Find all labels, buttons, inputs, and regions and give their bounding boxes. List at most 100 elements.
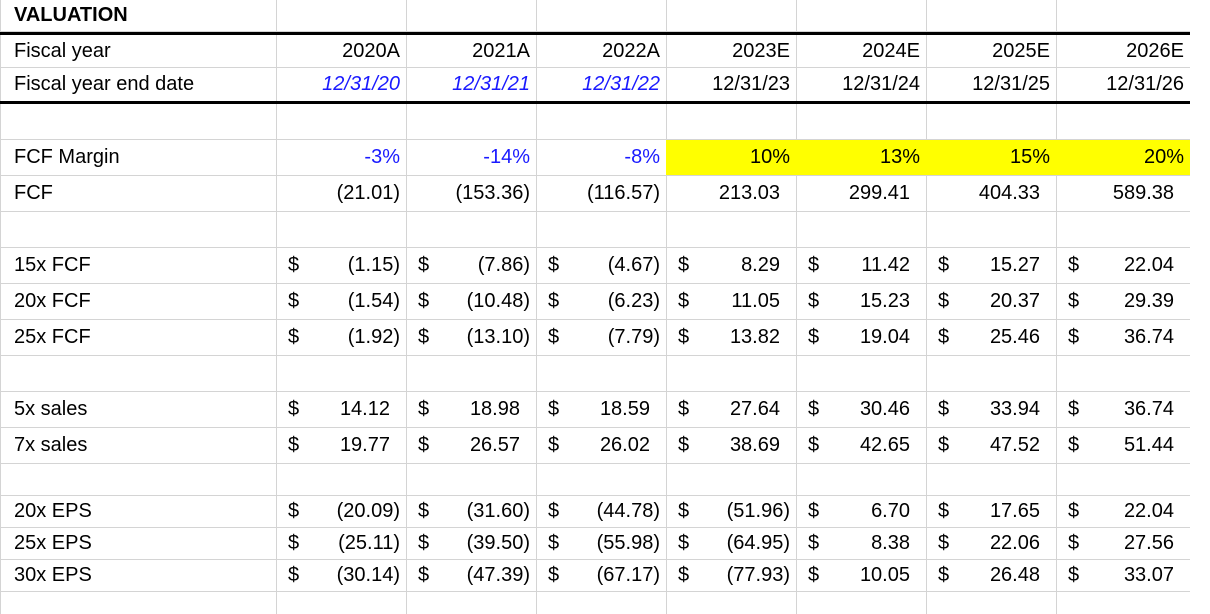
- end-date-cell[interactable]: 12/31/25: [972, 73, 1050, 95]
- end-date-cell[interactable]: 12/31/23: [712, 73, 790, 95]
- fcf-margin-cell-highlighted[interactable]: 13%: [796, 140, 926, 175]
- fcf-cell[interactable]: (21.01): [336, 182, 400, 204]
- sales-multiple-cell[interactable]: $26.02: [536, 428, 666, 463]
- fiscal-year-cell[interactable]: 2023E: [732, 39, 790, 62]
- fiscal-year-cell[interactable]: 2022A: [602, 39, 660, 62]
- currency-symbol: $: [548, 532, 560, 554]
- eps-multiple-cell[interactable]: $ (25.11): [276, 528, 406, 559]
- end-date-cell[interactable]: 12/31/26: [1106, 73, 1184, 95]
- fcf-multiple-cell[interactable]: $25.46: [926, 320, 1056, 355]
- fiscal-year-cell[interactable]: 2025E: [992, 39, 1050, 62]
- sales-multiple-cell[interactable]: $42.65: [796, 428, 926, 463]
- sales-multiple-cell[interactable]: $18.98: [406, 392, 536, 427]
- fcf-cell[interactable]: (153.36): [455, 182, 531, 204]
- sales-multiple-cell[interactable]: $38.69: [666, 428, 796, 463]
- eps-multiple-cell[interactable]: $ (51.96): [666, 496, 796, 527]
- eps-multiple-cell[interactable]: $ (67.17): [536, 560, 666, 591]
- fcf-multiple-cell[interactable]: $ (1.92): [276, 320, 406, 355]
- fcf-multiple-cell[interactable]: $36.74: [1056, 320, 1190, 355]
- fcf-multiple-cell[interactable]: $ (1.54): [276, 284, 406, 319]
- fiscal-year-cell[interactable]: 2026E: [1126, 39, 1184, 62]
- fcf-multiple-cell[interactable]: $19.04: [796, 320, 926, 355]
- fiscal-year-cell[interactable]: 2024E: [862, 39, 920, 62]
- fcf-multiple-cell[interactable]: $20.37: [926, 284, 1056, 319]
- eps-multiple-cell[interactable]: $ (20.09): [276, 496, 406, 527]
- eps-multiple-cell[interactable]: $26.48: [926, 560, 1056, 591]
- eps-multiple-label[interactable]: 30x EPS: [14, 564, 92, 586]
- sales-multiple-label[interactable]: 7x sales: [14, 434, 88, 456]
- fcf-cell[interactable]: 404.33: [978, 182, 1040, 204]
- fcf-margin-cell-highlighted[interactable]: 20%: [1056, 140, 1190, 175]
- fiscal-year-cell[interactable]: 2021A: [472, 39, 530, 62]
- sales-multiple-label[interactable]: 5x sales: [14, 398, 88, 420]
- eps-multiple-cell[interactable]: $ (64.95): [666, 528, 796, 559]
- fcf-multiple-label[interactable]: 15x FCF: [14, 254, 91, 276]
- fcf-multiple-label[interactable]: 20x FCF: [14, 290, 91, 312]
- fcf-margin-cell-highlighted[interactable]: 10%: [666, 140, 796, 175]
- fcf-cell[interactable]: 299.41: [848, 182, 910, 204]
- fcf-cell[interactable]: 589.38: [1112, 182, 1174, 204]
- eps-multiple-label[interactable]: 25x EPS: [14, 532, 92, 554]
- eps-multiple-cell[interactable]: $ (30.14): [276, 560, 406, 591]
- fcf-margin-label[interactable]: FCF Margin: [14, 146, 120, 168]
- fcf-multiple-cell[interactable]: $8.29: [666, 248, 796, 283]
- fcf-multiple-cell[interactable]: $15.27: [926, 248, 1056, 283]
- eps-multiple-cell[interactable]: $22.04: [1056, 496, 1190, 527]
- eps-multiple-cell[interactable]: $10.05: [796, 560, 926, 591]
- eps-multiple-cell[interactable]: $22.06: [926, 528, 1056, 559]
- fcf-multiple-cell[interactable]: $29.39: [1056, 284, 1190, 319]
- sales-multiple-cell[interactable]: $30.46: [796, 392, 926, 427]
- sales-multiple-cell[interactable]: $47.52: [926, 428, 1056, 463]
- eps-multiple-label[interactable]: 20x EPS: [14, 500, 92, 522]
- fiscal-year-label[interactable]: Fiscal year: [14, 39, 111, 62]
- fcf-multiple-cell[interactable]: $ (1.15): [276, 248, 406, 283]
- fcf-multiple-cell[interactable]: $ (4.67): [536, 248, 666, 283]
- fcf-multiple-cell[interactable]: $ (10.48): [406, 284, 536, 319]
- eps-multiple-cell[interactable]: $27.56: [1056, 528, 1190, 559]
- sales-multiple-cell[interactable]: $19.77: [276, 428, 406, 463]
- eps-multiple-cell[interactable]: $ (39.50): [406, 528, 536, 559]
- fcf-multiple-cell[interactable]: $22.04: [1056, 248, 1190, 283]
- sales-multiple-cell[interactable]: $18.59: [536, 392, 666, 427]
- fcf-multiple-cell[interactable]: $15.23: [796, 284, 926, 319]
- fiscal-year-cell[interactable]: 2020A: [342, 39, 400, 62]
- eps-multiple-cell[interactable]: $ (31.60): [406, 496, 536, 527]
- fcf-multiple-cell[interactable]: $11.05: [666, 284, 796, 319]
- end-date-cell[interactable]: 12/31/24: [842, 73, 920, 95]
- eps-multiple-value: (55.98): [596, 532, 660, 554]
- fcf-multiple-cell[interactable]: $ (13.10): [406, 320, 536, 355]
- fcf-multiple-cell[interactable]: $ (7.79): [536, 320, 666, 355]
- fcf-margin-cell[interactable]: -3%: [364, 146, 400, 168]
- fcf-multiple-cell[interactable]: $13.82: [666, 320, 796, 355]
- fcf-multiple-label[interactable]: 25x FCF: [14, 326, 91, 348]
- fcf-margin-cell-highlighted[interactable]: 15%: [926, 140, 1056, 175]
- eps-multiple-cell[interactable]: $33.07: [1056, 560, 1190, 591]
- eps-multiple-cell[interactable]: $ (47.39): [406, 560, 536, 591]
- fcf-multiple-cell[interactable]: $11.42: [796, 248, 926, 283]
- eps-multiple-cell[interactable]: $8.38: [796, 528, 926, 559]
- eps-multiple-cell[interactable]: $17.65: [926, 496, 1056, 527]
- sales-multiple-cell[interactable]: $51.44: [1056, 428, 1190, 463]
- fcf-multiple-cell[interactable]: $ (7.86): [406, 248, 536, 283]
- currency-symbol: $: [938, 326, 950, 348]
- sales-multiple-cell[interactable]: $27.64: [666, 392, 796, 427]
- fcf-margin-cell[interactable]: -8%: [624, 146, 660, 168]
- end-date-cell[interactable]: 12/31/21: [452, 73, 530, 95]
- sheet-title[interactable]: VALUATION: [14, 4, 128, 26]
- end-date-cell[interactable]: 12/31/20: [322, 73, 400, 95]
- eps-multiple-cell[interactable]: $6.70: [796, 496, 926, 527]
- end-date-cell[interactable]: 12/31/22: [582, 73, 660, 95]
- fcf-label[interactable]: FCF: [14, 182, 53, 204]
- fcf-cell[interactable]: (116.57): [586, 182, 660, 204]
- eps-multiple-cell[interactable]: $ (77.93): [666, 560, 796, 591]
- eps-multiple-cell[interactable]: $ (44.78): [536, 496, 666, 527]
- fcf-multiple-cell[interactable]: $ (6.23): [536, 284, 666, 319]
- sales-multiple-cell[interactable]: $26.57: [406, 428, 536, 463]
- sales-multiple-cell[interactable]: $36.74: [1056, 392, 1190, 427]
- fcf-margin-cell[interactable]: -14%: [483, 146, 530, 168]
- end-date-label[interactable]: Fiscal year end date: [14, 73, 195, 95]
- eps-multiple-cell[interactable]: $ (55.98): [536, 528, 666, 559]
- sales-multiple-cell[interactable]: $33.94: [926, 392, 1056, 427]
- sales-multiple-cell[interactable]: $14.12: [276, 392, 406, 427]
- fcf-cell[interactable]: 213.03: [718, 182, 780, 204]
